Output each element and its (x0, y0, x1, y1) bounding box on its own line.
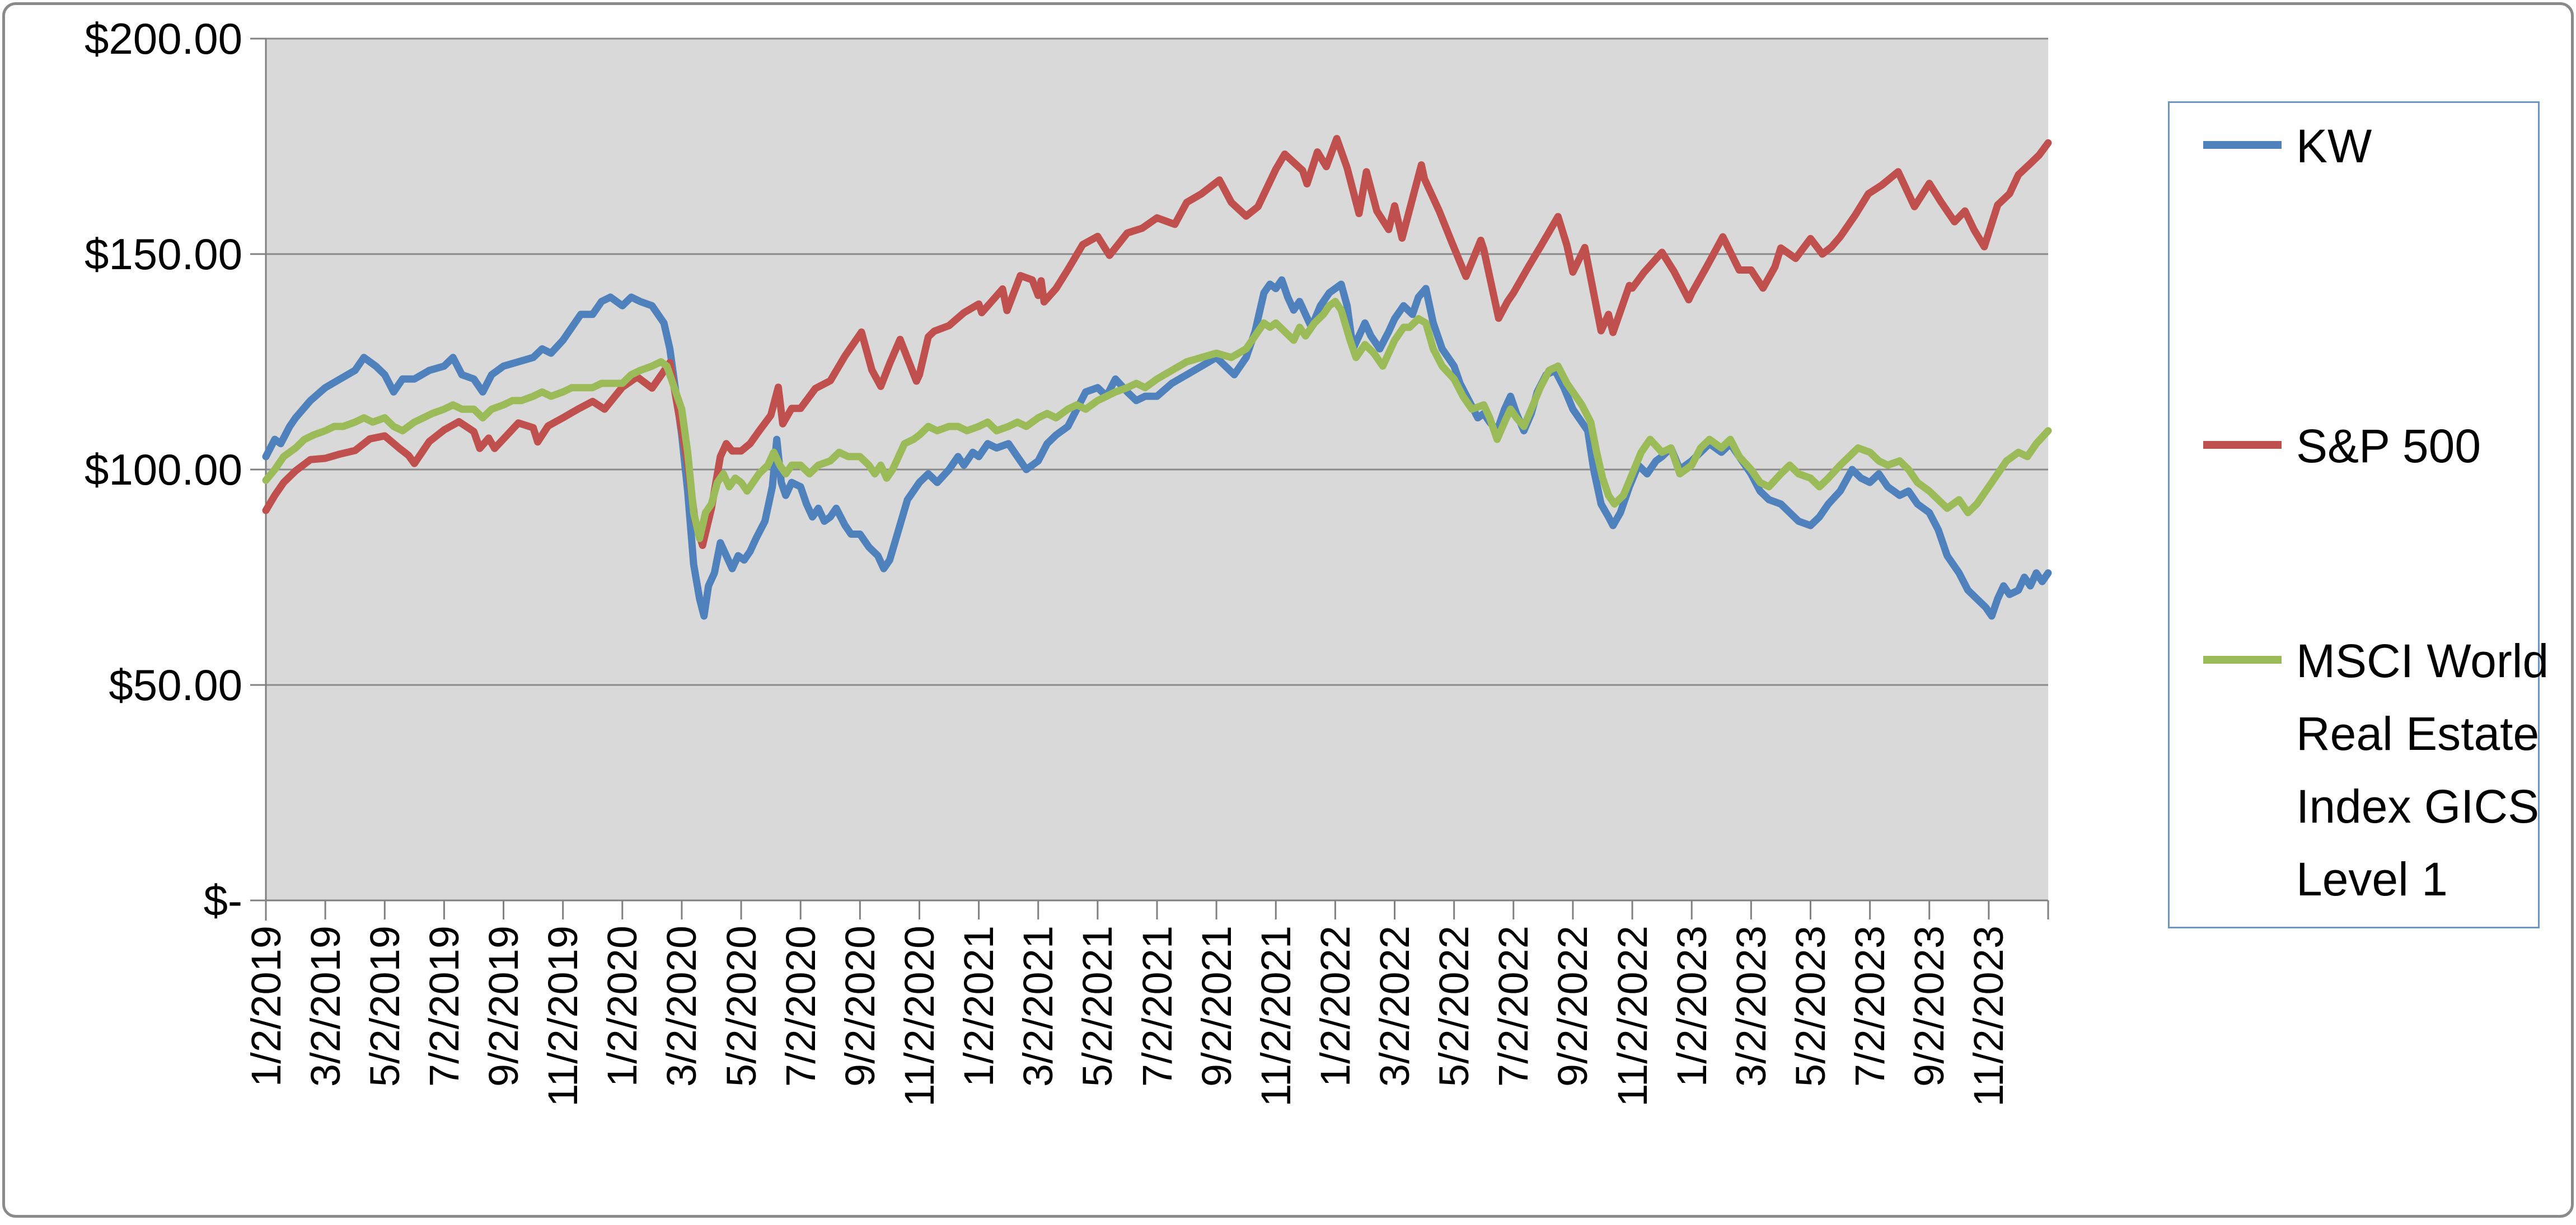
plot-area[interactable] (5, 5, 2576, 1225)
x-axis-label: 1/2/2022 (1312, 926, 1359, 1087)
legend-entry-kw[interactable]: KW (2203, 110, 2560, 182)
x-axis-label: 1/2/2021 (956, 926, 1003, 1087)
x-axis-label: 3/2/2023 (1727, 926, 1774, 1087)
x-axis-label: 11/2/2019 (540, 926, 587, 1107)
x-axis-label: 11/2/2020 (896, 926, 943, 1107)
x-axis-label: 1/2/2020 (599, 926, 646, 1087)
y-axis-label: $- (203, 876, 242, 925)
x-axis-label: 7/2/2021 (1134, 926, 1181, 1087)
x-axis-label: 9/2/2022 (1549, 926, 1596, 1087)
y-axis-label: $150.00 (85, 229, 242, 279)
x-axis-label: 11/2/2021 (1252, 926, 1299, 1107)
x-axis-label: 3/2/2020 (658, 926, 705, 1087)
x-axis-label: 7/2/2023 (1847, 926, 1894, 1087)
series-line-msci-world-real-estate-index-gics-level-1[interactable] (262, 298, 2052, 542)
legend-line-sample-kw (2203, 141, 2282, 149)
x-axis-label: 3/2/2019 (302, 926, 349, 1087)
legend-label: MSCI World Real Estate Index GICS Level … (2296, 635, 2549, 905)
x-axis-label: 1/2/2019 (242, 926, 289, 1087)
legend-line-sample-msci (2203, 656, 2282, 664)
x-axis-label: 1/2/2023 (1668, 926, 1715, 1087)
y-axis-label: $50.00 (109, 660, 242, 710)
series-line-s-p-500[interactable] (262, 135, 2052, 549)
x-axis-label: 5/2/2022 (1431, 926, 1478, 1087)
legend-label: KW (2296, 120, 2372, 172)
legend-entry-msci[interactable]: MSCI World Real Estate Index GICS Level … (2203, 625, 2560, 916)
y-axis-label: $200.00 (85, 14, 242, 63)
x-axis-label: 9/2/2019 (480, 926, 527, 1087)
x-axis-label: 11/2/2022 (1609, 926, 1656, 1107)
x-axis-label: 7/2/2020 (777, 926, 824, 1087)
x-axis-label: 9/2/2023 (1906, 926, 1953, 1087)
x-axis-label: 5/2/2023 (1787, 926, 1834, 1087)
x-axis-label: 5/2/2020 (718, 926, 765, 1087)
x-axis-label: 11/2/2023 (1965, 926, 2012, 1107)
legend-line-sample-sp500 (2203, 441, 2282, 449)
x-axis-label: 9/2/2020 (836, 926, 883, 1087)
x-axis-label: 5/2/2021 (1074, 926, 1121, 1087)
legend-label: S&P 500 (2296, 420, 2481, 472)
x-axis-label: 3/2/2021 (1015, 926, 1062, 1087)
legend-entry-sp500[interactable]: S&P 500 (2203, 410, 2560, 482)
x-axis-label: 5/2/2019 (361, 926, 408, 1087)
x-axis-label: 3/2/2022 (1371, 926, 1418, 1087)
y-axis-label: $100.00 (85, 445, 242, 494)
x-axis-label: 7/2/2019 (420, 926, 467, 1087)
legend[interactable]: KW S&P 500 MSCI World Real Estate Index … (2168, 101, 2549, 928)
x-axis-label: 9/2/2021 (1193, 926, 1240, 1087)
x-axis-label: 7/2/2022 (1490, 926, 1537, 1087)
